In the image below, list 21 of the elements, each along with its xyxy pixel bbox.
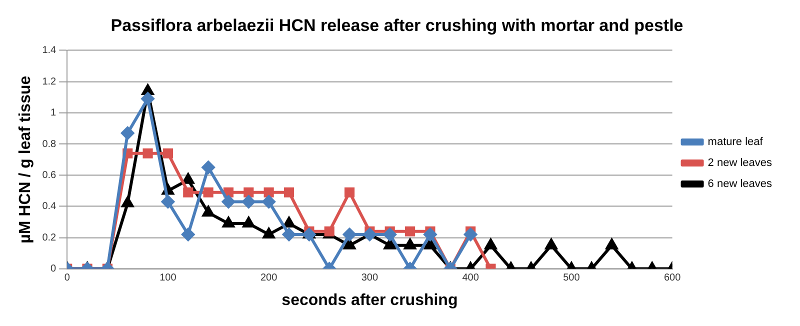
legend-label: 6 new leaves xyxy=(708,178,772,190)
y-tick-label: 0.6 xyxy=(42,170,57,181)
x-tick-label: 0 xyxy=(64,272,70,284)
legend-label: mature leaf xyxy=(708,136,764,148)
y-axis-title: µM HCN / g leaf tissue xyxy=(17,76,34,244)
chart-title: Passiflora arbelaezii HCN release after crushing with mortar and pestle xyxy=(110,16,684,35)
x-tick-label: 600 xyxy=(664,272,682,284)
legend-label: 2 new leaves xyxy=(708,157,772,170)
y-tick-label: 0.8 xyxy=(42,138,57,150)
y-tick-label: 1 xyxy=(50,108,57,119)
x-axis-title: seconds after crushing xyxy=(282,292,458,309)
y-tick-label: 0 xyxy=(50,264,57,275)
x-tick-label: 100 xyxy=(160,272,177,284)
x-tick-label: 400 xyxy=(462,272,480,284)
x-tick-label: 500 xyxy=(563,272,580,284)
y-tick-label: 1.4 xyxy=(42,45,57,56)
y-tick-label: 0.2 xyxy=(42,232,57,244)
x-tick-label: 200 xyxy=(260,272,278,284)
x-tick-label: 300 xyxy=(361,272,378,284)
y-tick-label: 0.4 xyxy=(42,201,57,212)
y-tick-label: 1.2 xyxy=(42,76,57,88)
